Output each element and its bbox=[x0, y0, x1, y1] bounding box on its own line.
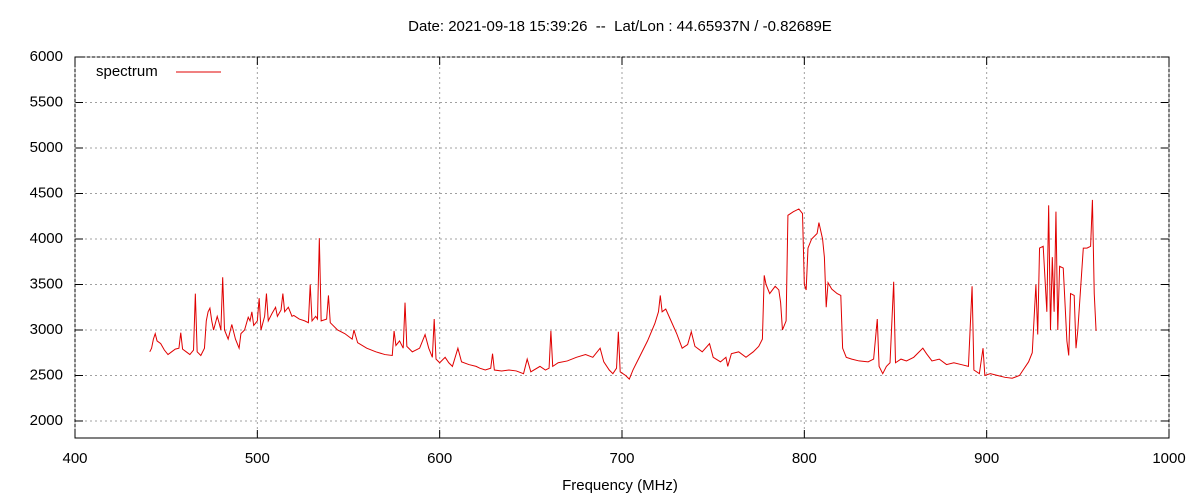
y-tick-label: 3500 bbox=[30, 275, 63, 292]
y-tick-label: 2500 bbox=[30, 366, 63, 383]
spectrum-line bbox=[149, 199, 1097, 381]
y-tick-label: 5000 bbox=[30, 139, 63, 156]
x-tick-label: 800 bbox=[792, 450, 817, 467]
y-tick-label: 3000 bbox=[30, 321, 63, 338]
chart-title: Date: 2021-09-18 15:39:26 -- Lat/Lon : 4… bbox=[408, 18, 832, 35]
y-tick-label: 4000 bbox=[30, 230, 63, 247]
y-tick-label: 6000 bbox=[30, 48, 63, 65]
y-tick-label: 5500 bbox=[30, 93, 63, 110]
x-tick-label: 400 bbox=[62, 450, 87, 467]
x-axis-label: Frequency (MHz) bbox=[562, 477, 678, 494]
x-tick-label: 700 bbox=[609, 450, 634, 467]
y-tick-label: 2000 bbox=[30, 412, 63, 429]
x-tick-label: 900 bbox=[974, 450, 999, 467]
x-tick-label: 1000 bbox=[1152, 450, 1185, 467]
legend-label: spectrum bbox=[96, 63, 158, 80]
x-tick-label: 500 bbox=[245, 450, 270, 467]
x-tick-label: 600 bbox=[427, 450, 452, 467]
y-tick-label: 4500 bbox=[30, 184, 63, 201]
